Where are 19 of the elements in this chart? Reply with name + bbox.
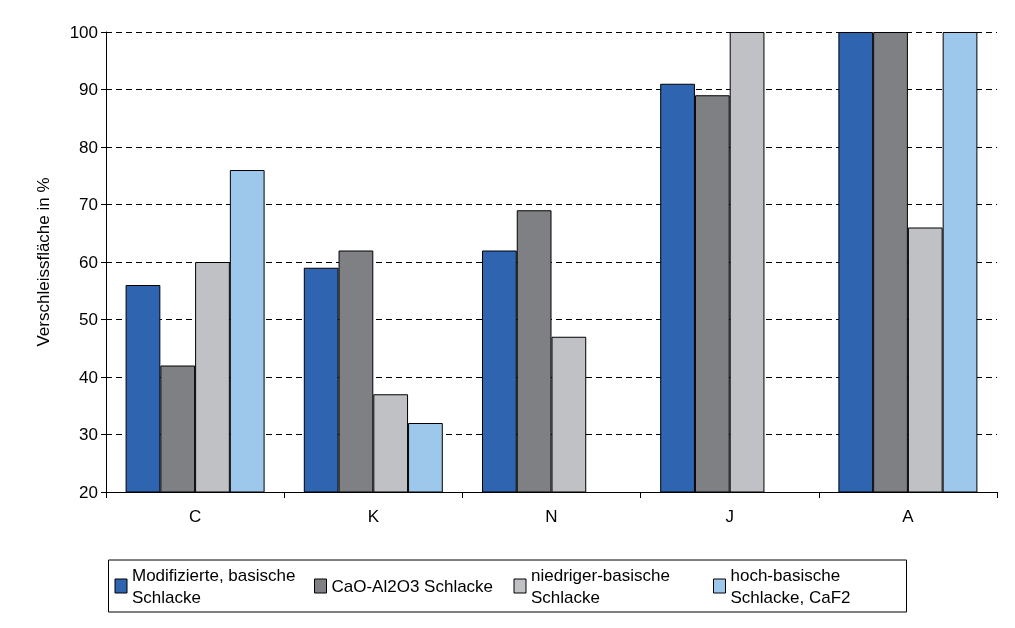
y-tick-label: 70 (79, 195, 98, 214)
y-tick-label: 50 (79, 310, 98, 329)
x-tick-label: A (902, 507, 915, 526)
y-tick-label: 20 (79, 482, 98, 502)
x-tick-label: J (725, 507, 734, 526)
y-tick-label: 30 (79, 425, 98, 444)
y-tick-label: 80 (79, 137, 98, 157)
y-tick-label: 60 (79, 252, 98, 272)
y-tick-label: 90 (79, 80, 98, 99)
legend-label: hoch-basische Schlacke, CaF2 (730, 565, 851, 607)
legend-label: Modifizierte, basische Schlacke (132, 565, 301, 607)
y-tick-label: 40 (79, 367, 98, 387)
legend-label: CaO-Al2O3 Schlacke (331, 576, 494, 596)
legend-label: niedriger-basische Schlacke (531, 565, 675, 607)
y-axis-title: Verschleissfläche in % (34, 177, 53, 347)
x-tick-label: C (188, 507, 202, 526)
x-tick-label: N (545, 507, 558, 526)
x-tick-label: K (367, 507, 380, 526)
y-tick-label: 100 (69, 22, 98, 42)
